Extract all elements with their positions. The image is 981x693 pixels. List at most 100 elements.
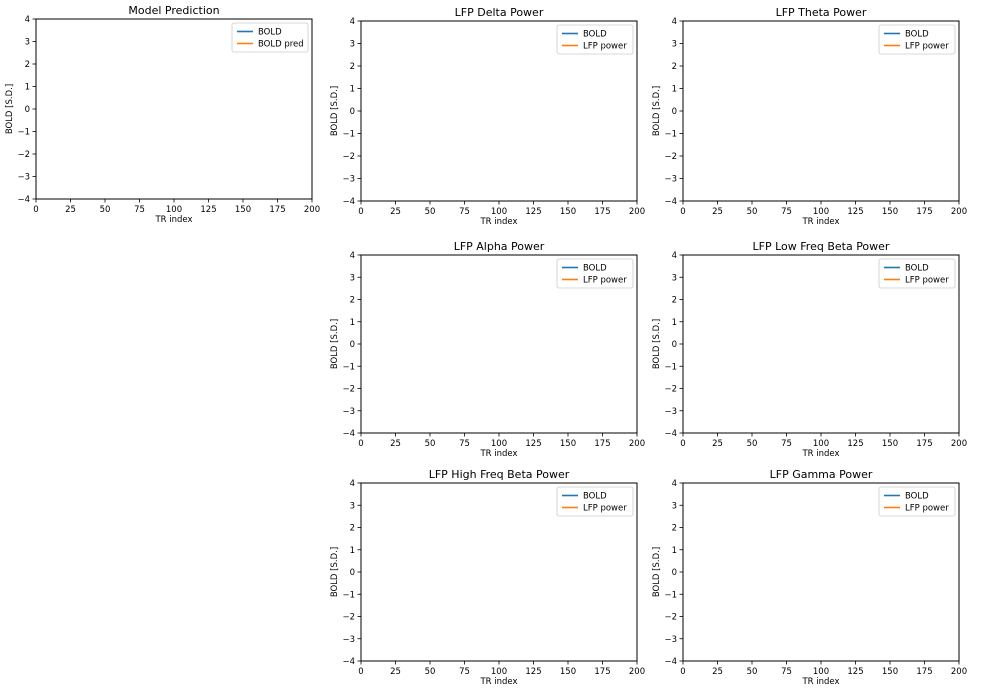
y-tick-label: 3 [350, 501, 355, 511]
legend-label: BOLD pred [258, 40, 304, 50]
x-tick-label: 25 [712, 439, 723, 449]
y-tick-label: 3 [672, 501, 677, 511]
legend: BOLD LFP power [878, 258, 956, 289]
y-tick-label: −3 [17, 173, 30, 183]
y-tick-label: 4 [672, 251, 677, 261]
y-tick-label: 2 [350, 524, 355, 534]
x-axis-label: TR index [479, 217, 517, 227]
y-tick-label: 4 [350, 479, 355, 489]
y-tick-label: −3 [664, 175, 677, 185]
y-tick-label: −4 [342, 657, 355, 667]
x-tick-label: 50 [747, 207, 758, 217]
x-tick-label: 75 [459, 667, 470, 677]
y-tick-label: 4 [672, 17, 677, 27]
x-tick-label: 125 [847, 439, 863, 449]
y-tick-label: −4 [17, 195, 30, 205]
x-tick-label: 75 [781, 439, 792, 449]
y-tick-label: −2 [664, 152, 677, 162]
y-tick-label: −2 [664, 613, 677, 623]
y-tick-label: −1 [664, 362, 677, 372]
x-tick-label: 200 [629, 439, 645, 449]
x-tick-label: 150 [882, 439, 898, 449]
y-tick-label: 0 [25, 105, 30, 115]
x-tick-label: 25 [712, 207, 723, 217]
y-tick-label: 0 [350, 568, 355, 578]
y-tick-label: −3 [342, 175, 355, 185]
legend-box [231, 22, 309, 53]
x-tick-label: 50 [425, 207, 436, 217]
legend: BOLD BOLD pred [231, 22, 309, 53]
chart-panel: 0 25 50 75 100 125 150 175 200 −4 −3 −2 −1 0 1 2 3 4 LFP L… [652, 240, 967, 459]
legend: BOLD LFP power [556, 486, 634, 517]
y-tick-label: −1 [664, 130, 677, 140]
x-tick-label: 25 [390, 439, 401, 449]
y-tick-label: −4 [342, 429, 355, 439]
y-tick-label: 0 [350, 107, 355, 117]
chart-panel: 0 25 50 75 100 125 150 175 200 −4 −3 −2 −1 0 1 2 3 4 LFP A… [330, 240, 645, 459]
x-tick-label: 200 [951, 439, 967, 449]
x-tick-label: 200 [951, 667, 967, 677]
y-tick-label: −4 [664, 657, 677, 667]
x-tick-label: 125 [525, 207, 541, 217]
y-tick-label: 1 [672, 85, 677, 95]
y-tick-label: −1 [342, 590, 355, 600]
x-tick-label: 150 [882, 207, 898, 217]
x-axis-label: TR index [479, 449, 517, 459]
x-tick-label: 75 [459, 439, 470, 449]
legend-label: BOLD [905, 30, 929, 40]
legend-label: BOLD [258, 28, 282, 38]
y-tick-label: 3 [350, 40, 355, 50]
chart-panel: 0 25 50 75 100 125 150 175 200 −4 −3 −2 −1 0 1 2 3 4 LFP G… [652, 468, 967, 687]
x-tick-label: 175 [916, 439, 932, 449]
y-tick-label: 0 [672, 340, 677, 350]
y-tick-label: −3 [342, 635, 355, 645]
chart-title: LFP Low Freq Beta Power [753, 240, 890, 253]
y-axis-label: BOLD [S.D.] [5, 84, 15, 134]
x-tick-label: 150 [882, 667, 898, 677]
x-tick-label: 75 [781, 207, 792, 217]
y-tick-label: −1 [664, 590, 677, 600]
x-tick-label: 0 [358, 439, 363, 449]
x-axis-label: TR index [801, 449, 839, 459]
x-tick-label: 50 [747, 439, 758, 449]
x-tick-label: 50 [100, 205, 111, 215]
y-tick-label: 1 [672, 546, 677, 556]
y-tick-label: −2 [342, 152, 355, 162]
y-tick-label: −2 [342, 613, 355, 623]
y-tick-label: 3 [672, 273, 677, 283]
x-tick-label: 0 [358, 667, 363, 677]
x-tick-label: 125 [847, 667, 863, 677]
x-tick-label: 0 [680, 439, 685, 449]
y-axis-label: BOLD [S.D.] [652, 86, 662, 136]
x-tick-label: 150 [560, 207, 576, 217]
y-tick-label: 4 [25, 15, 30, 25]
legend-label: LFP power [583, 276, 627, 286]
x-tick-label: 200 [629, 207, 645, 217]
x-axis-label: TR index [479, 677, 517, 687]
x-tick-label: 25 [390, 667, 401, 677]
y-tick-label: 1 [672, 318, 677, 328]
x-tick-label: 200 [629, 667, 645, 677]
x-tick-label: 200 [951, 207, 967, 217]
legend-box [878, 486, 956, 517]
legend: BOLD LFP power [556, 258, 634, 289]
x-tick-label: 25 [65, 205, 76, 215]
x-tick-label: 0 [680, 207, 685, 217]
y-tick-label: 1 [350, 318, 355, 328]
x-tick-label: 175 [594, 667, 610, 677]
legend-box [556, 24, 634, 55]
legend-label: BOLD [905, 264, 929, 274]
x-tick-label: 175 [269, 205, 285, 215]
legend-label: LFP power [583, 504, 627, 514]
y-tick-label: −4 [664, 197, 677, 207]
x-tick-label: 175 [594, 207, 610, 217]
y-tick-label: 4 [672, 479, 677, 489]
legend-label: BOLD [583, 492, 607, 502]
x-tick-label: 150 [235, 205, 251, 215]
x-tick-label: 50 [425, 667, 436, 677]
y-tick-label: 1 [350, 85, 355, 95]
x-tick-label: 100 [491, 207, 507, 217]
y-tick-label: 2 [350, 62, 355, 72]
x-tick-label: 125 [847, 207, 863, 217]
